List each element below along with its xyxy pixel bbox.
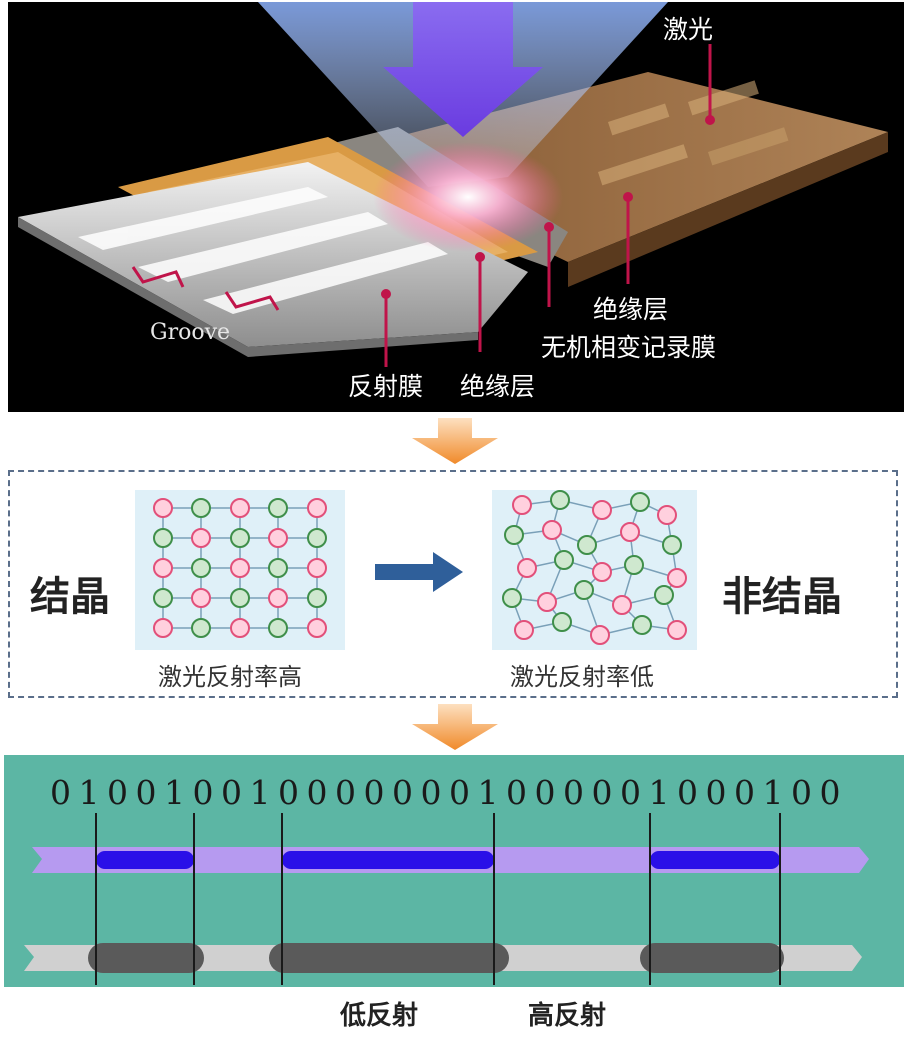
recorded-marks	[96, 851, 780, 869]
bit-digit: 1	[477, 773, 499, 812]
caption-high-reflectivity: 激光反射率高	[158, 663, 302, 691]
laser-arrow	[383, 2, 543, 137]
bit-digit: 0	[278, 773, 299, 812]
bit-digit: 0	[506, 773, 527, 812]
groove-bracket-1	[131, 266, 185, 288]
down-arrow-2	[412, 704, 498, 750]
bit-digit: 0	[534, 773, 556, 812]
bit-digit: 1	[249, 773, 271, 812]
bit-digit: 0	[392, 773, 413, 812]
label-insulation-bottom: 绝缘层	[460, 372, 536, 401]
bit-digit: 0	[734, 773, 755, 812]
crystal-atoms	[153, 498, 327, 638]
groove-bracket-2	[224, 291, 280, 311]
amorphous-atoms	[502, 490, 687, 645]
recording-texture	[598, 80, 789, 186]
bit-digit: 1	[164, 773, 185, 812]
callout-lines	[384, 44, 712, 367]
label-recording-film: 无机相变记录膜	[541, 333, 717, 362]
bit-digit: 0	[50, 773, 71, 812]
disc-structure-panel: 激光 绝缘层 无机相变记录膜 反射膜 绝缘层 Groove	[8, 2, 904, 412]
bit-digit: 0	[363, 773, 385, 812]
disc-illustration	[18, 2, 888, 367]
bit-digit: 1	[762, 773, 784, 812]
laser-spot	[373, 142, 563, 252]
bit-digit: 0	[677, 773, 698, 812]
bit-digit: 1	[78, 773, 100, 812]
bit-digit: 0	[107, 773, 128, 812]
boundary-lines	[95, 813, 781, 985]
substrate-edge	[18, 217, 478, 357]
bit-digit: 0	[620, 773, 641, 812]
transition-arrow	[375, 552, 463, 592]
bit-digit: 0	[420, 773, 442, 812]
bit-digit: 0	[306, 773, 328, 812]
bit-digit: 0	[449, 773, 470, 812]
bit-digit: 0	[563, 773, 584, 812]
callout-dots	[381, 115, 715, 299]
bit-digit: 1	[648, 773, 670, 812]
low-reflection-marks	[88, 943, 784, 973]
caption-low-reflection: 低反射	[340, 1001, 419, 1031]
phase-change-panel: 结晶 激光反射率高	[8, 470, 898, 698]
track-illustration	[24, 813, 869, 985]
crystalline-lattice	[135, 490, 345, 650]
bit-digit: 0	[135, 773, 157, 812]
label-insulation-right: 绝缘层	[593, 295, 669, 324]
bit-digit: 0	[221, 773, 242, 812]
bit-digit: 0	[705, 773, 727, 812]
groove-stripes	[78, 187, 448, 314]
amorphous-lattice	[492, 490, 697, 650]
bit-digit: 0	[192, 773, 214, 812]
bit-digit: 0	[591, 773, 613, 812]
label-groove: Groove	[150, 320, 231, 345]
label-amorphous: 非结晶	[722, 574, 842, 620]
label-reflective-film: 反射膜	[348, 372, 424, 401]
bit-digit: 0	[335, 773, 356, 812]
caption-high-reflection: 高反射	[528, 1001, 607, 1031]
label-crystalline: 结晶	[30, 574, 110, 620]
down-arrow-1	[412, 418, 498, 464]
bit-digit: 0	[819, 773, 841, 812]
recording-layer-dark	[568, 132, 888, 287]
caption-low-reflectivity: 激光反射率低	[510, 663, 654, 691]
label-laser: 激光	[663, 15, 714, 44]
bit-digit: 0	[791, 773, 812, 812]
